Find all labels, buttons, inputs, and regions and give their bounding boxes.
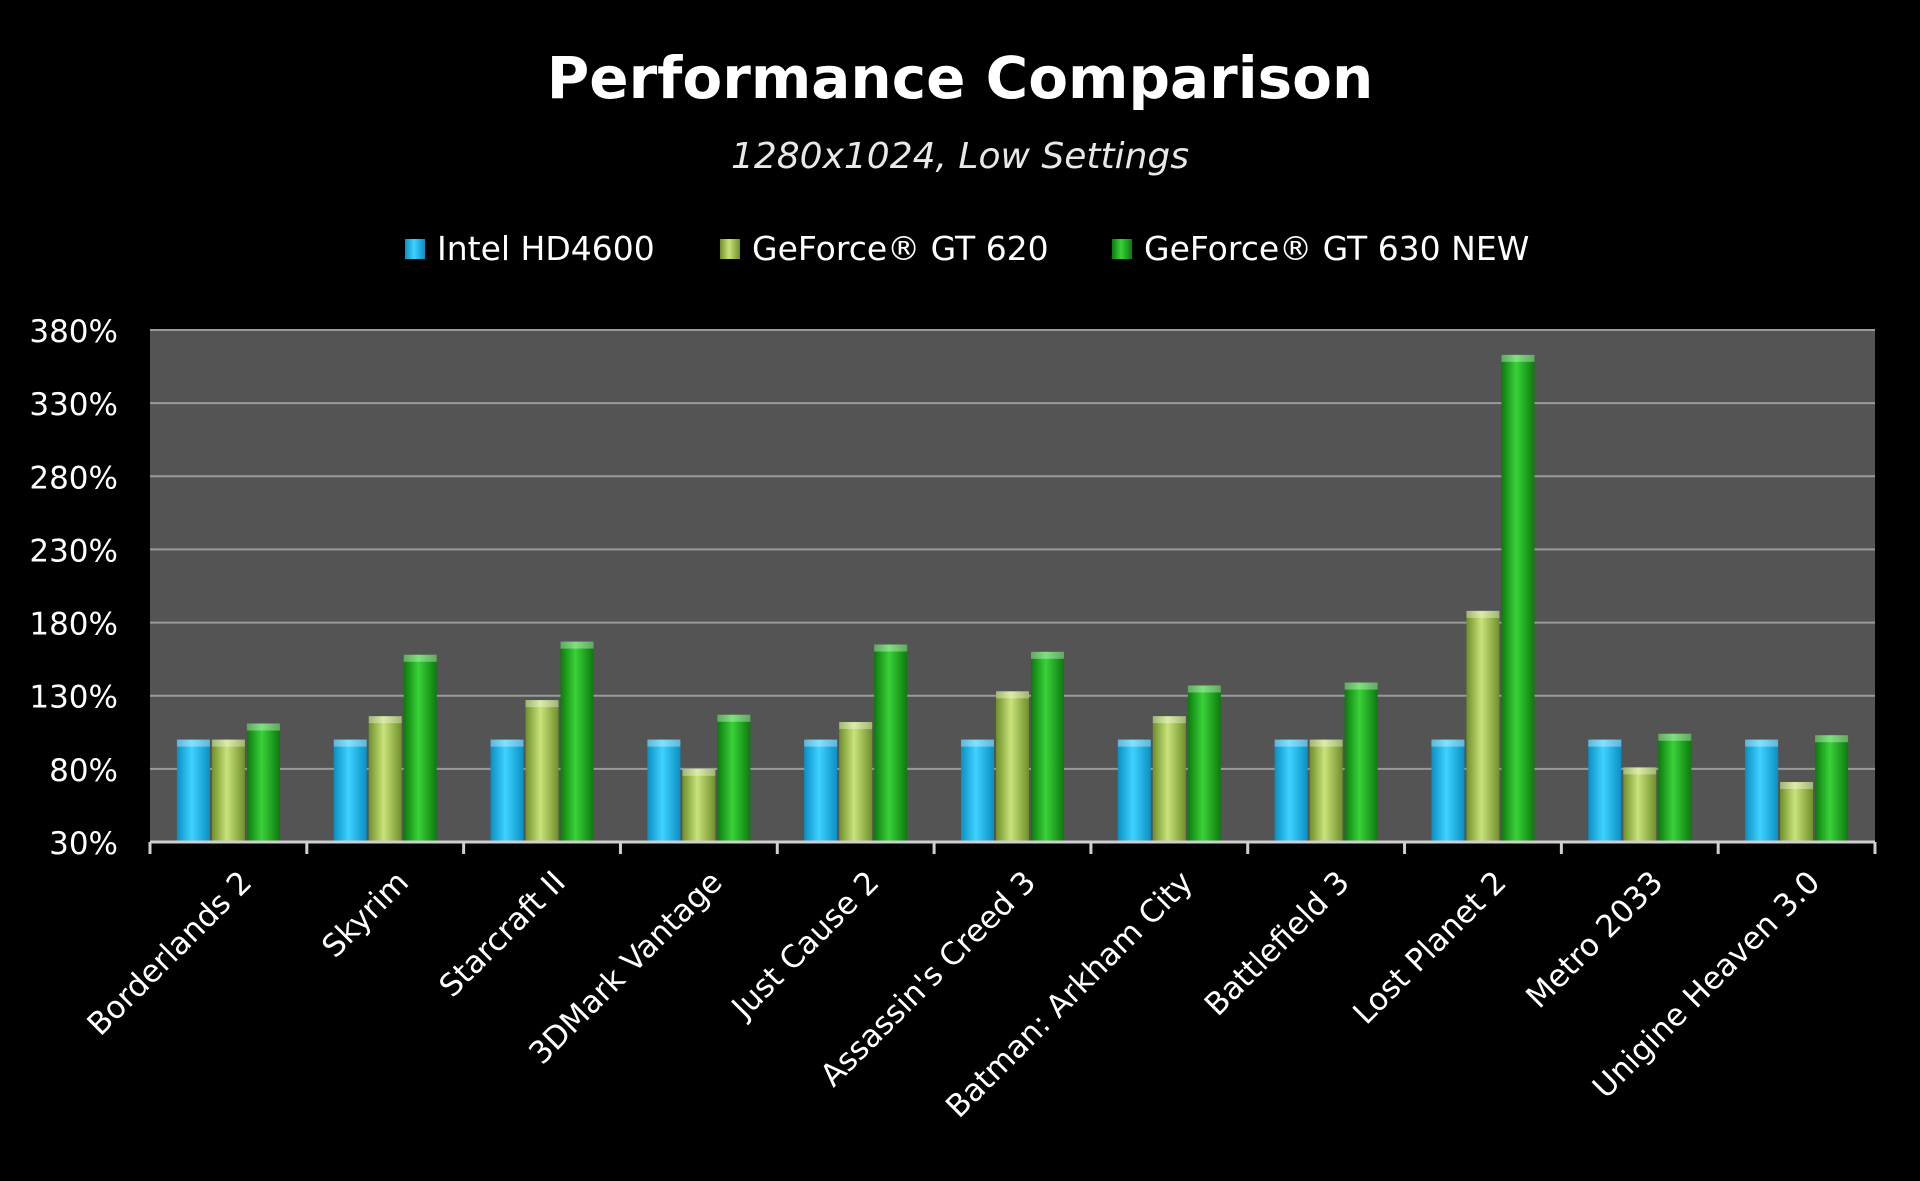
bar: [1274, 739, 1308, 842]
x-category-label: Starcraft II: [432, 864, 572, 1004]
bar: [1501, 354, 1535, 842]
bar-cap: [525, 700, 559, 708]
bar: [1152, 716, 1186, 842]
bar-cap: [1815, 735, 1849, 743]
bar: [560, 641, 594, 842]
bar: [1588, 739, 1622, 842]
y-tick-label: 280%: [29, 460, 118, 496]
legend-label: GeForce® GT 620: [752, 229, 1049, 268]
bar: [525, 700, 559, 842]
bar-cap: [961, 739, 994, 747]
bar-cap: [560, 641, 594, 649]
bar-cap: [1658, 733, 1692, 741]
bar: [1745, 739, 1779, 842]
legend: Intel HD4600 GeForce® GT 620 GeForce® GT 6…: [405, 229, 1529, 268]
bar-cap: [368, 716, 402, 724]
bar-cap: [647, 739, 681, 747]
legend-label: Intel HD4600: [437, 229, 655, 268]
axes: [148, 840, 1877, 854]
bar-cap: [176, 739, 210, 747]
bar-cap: [490, 739, 524, 747]
bar-cap: [717, 714, 751, 722]
bars: [176, 354, 1849, 842]
y-tick-label: 130%: [29, 680, 118, 716]
bar-cap: [1588, 739, 1622, 747]
y-tick-label: 80%: [49, 753, 118, 789]
bar: [246, 723, 280, 842]
bar-cap: [1031, 651, 1064, 659]
chart-title: Performance Comparison: [547, 44, 1374, 112]
bar-cap: [874, 644, 908, 652]
bar: [1658, 733, 1692, 842]
legend-swatch: [405, 239, 425, 259]
bar-cap: [1501, 354, 1535, 362]
bar: [1117, 739, 1151, 842]
bar-cap: [1344, 682, 1378, 690]
bar: [333, 739, 367, 842]
bar: [682, 768, 716, 842]
bar: [176, 739, 210, 842]
bar-cap: [1309, 739, 1343, 747]
legend-swatch: [720, 239, 740, 259]
bar: [839, 722, 873, 842]
bar: [1815, 735, 1849, 842]
bar-cap: [246, 723, 280, 731]
bar-cap: [839, 722, 873, 730]
bar: [368, 716, 402, 842]
legend-label: GeForce® GT 630 NEW: [1144, 229, 1529, 268]
bar-cap: [1780, 782, 1814, 790]
bar: [961, 739, 994, 842]
bar: [647, 739, 681, 842]
y-tick-label: 380%: [29, 314, 118, 350]
bar: [1031, 651, 1064, 842]
x-category-label: Borderlands 2: [80, 864, 259, 1043]
y-tick-label: 330%: [29, 387, 118, 423]
bar-cap: [1623, 767, 1657, 775]
bar: [1780, 782, 1814, 842]
bar-cap: [1152, 716, 1186, 724]
bar: [874, 644, 908, 842]
bar-cap: [996, 691, 1029, 699]
bar-cap: [804, 739, 838, 747]
bar: [403, 654, 437, 842]
x-category-label: Battlefield 3: [1198, 864, 1357, 1023]
bar: [1344, 682, 1378, 842]
y-tick-label: 230%: [29, 533, 118, 569]
bar: [996, 691, 1029, 842]
bar: [1187, 685, 1221, 842]
bar: [490, 739, 524, 842]
x-category-label: Just Cause 2: [724, 864, 887, 1027]
x-category-label: Lost Planet 2: [1346, 864, 1513, 1031]
bar-cap: [1117, 739, 1151, 747]
y-tick-label: 180%: [29, 607, 118, 643]
bar-cap: [1466, 610, 1500, 618]
bar-cap: [1187, 685, 1221, 693]
bar: [804, 739, 838, 842]
bar: [211, 739, 245, 842]
bar: [717, 714, 751, 842]
x-category-label: Metro 2033: [1519, 864, 1670, 1015]
bar: [1309, 739, 1343, 842]
y-tick-label: 30%: [49, 826, 118, 862]
bar-cap: [211, 739, 245, 747]
bar-cap: [333, 739, 367, 747]
bar: [1623, 767, 1657, 842]
bar-cap: [1745, 739, 1779, 747]
bar-cap: [1431, 739, 1465, 747]
chart-subtitle: 1280x1024, Low Settings: [731, 136, 1189, 177]
y-axis-tick-labels: 380% 330% 280% 230% 180% 130% 80% 30%: [29, 314, 118, 862]
bar: [1431, 739, 1465, 842]
legend-swatch: [1112, 239, 1132, 259]
bar-cap: [403, 654, 437, 662]
bar: [1466, 610, 1500, 842]
x-category-label: Skyrim: [315, 864, 416, 965]
bar-cap: [1274, 739, 1308, 747]
bar-cap: [682, 768, 716, 776]
